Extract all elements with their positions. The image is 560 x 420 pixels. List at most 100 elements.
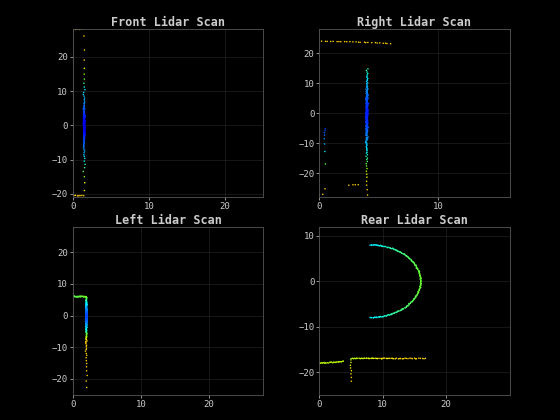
Point	[80, 127, 89, 134]
Point	[80, 120, 88, 127]
Point	[82, 315, 91, 321]
Point	[362, 118, 371, 125]
Point	[400, 251, 409, 257]
Point	[80, 294, 88, 300]
Point	[410, 295, 419, 302]
Point	[79, 123, 88, 130]
Point	[407, 355, 416, 362]
Point	[81, 131, 90, 138]
Point	[82, 314, 91, 321]
Point	[82, 310, 91, 317]
Point	[366, 242, 375, 249]
Point	[81, 302, 90, 309]
Point	[347, 378, 356, 385]
Point	[362, 105, 371, 112]
Point	[79, 120, 88, 126]
Point	[80, 120, 88, 126]
Point	[385, 355, 394, 362]
Point	[362, 121, 371, 128]
Point	[80, 125, 88, 132]
Point	[82, 302, 91, 309]
Point	[82, 311, 91, 318]
Point	[82, 320, 91, 327]
Point	[410, 261, 419, 268]
Point	[379, 313, 388, 320]
Point	[391, 246, 400, 253]
Point	[80, 109, 89, 116]
Point	[82, 313, 91, 320]
Point	[69, 293, 78, 299]
Point	[82, 327, 91, 333]
Point	[80, 129, 89, 136]
Point	[363, 85, 372, 92]
Point	[80, 125, 89, 132]
Point	[82, 315, 91, 322]
Point	[82, 315, 91, 321]
Point	[363, 121, 372, 127]
Point	[380, 313, 389, 320]
Point	[82, 338, 91, 344]
Point	[363, 186, 372, 193]
Point	[80, 122, 88, 129]
Point	[81, 311, 90, 318]
Point	[362, 110, 371, 116]
Point	[82, 320, 91, 326]
Point	[82, 312, 91, 319]
Point	[363, 102, 372, 108]
Point	[362, 107, 371, 114]
Point	[80, 121, 88, 127]
Point	[367, 355, 376, 362]
Point	[81, 118, 90, 125]
Point	[82, 307, 91, 314]
Point	[82, 311, 91, 318]
Point	[81, 321, 90, 328]
Point	[362, 113, 371, 120]
Point	[80, 126, 88, 132]
Point	[412, 293, 421, 299]
Point	[80, 121, 88, 128]
Point	[378, 313, 387, 320]
Point	[80, 126, 89, 133]
Point	[82, 311, 91, 318]
Point	[80, 113, 88, 120]
Point	[363, 90, 372, 97]
Point	[329, 38, 338, 45]
Point	[355, 355, 364, 362]
Point	[377, 314, 386, 320]
Point	[80, 117, 89, 124]
Point	[363, 108, 372, 114]
Point	[81, 301, 90, 308]
Point	[80, 116, 88, 122]
Point	[80, 119, 89, 126]
Point	[82, 327, 91, 334]
Point	[82, 320, 91, 326]
Point	[80, 112, 89, 118]
Point	[80, 125, 89, 132]
Point	[412, 265, 421, 272]
Point	[363, 114, 372, 121]
Point	[79, 120, 88, 127]
Point	[362, 129, 371, 136]
Point	[371, 355, 380, 362]
Point	[400, 304, 409, 311]
Point	[82, 309, 91, 316]
Point	[80, 123, 89, 130]
Point	[82, 307, 91, 314]
Point	[71, 294, 80, 300]
Point	[80, 126, 89, 133]
Point	[79, 122, 88, 129]
Point	[417, 278, 426, 285]
Point	[385, 312, 394, 318]
Point	[347, 357, 356, 363]
Point	[80, 119, 88, 126]
Point	[367, 242, 376, 249]
Point	[416, 355, 425, 362]
Point	[82, 299, 91, 306]
Point	[82, 318, 91, 325]
Point	[337, 38, 346, 45]
Point	[363, 102, 372, 108]
Point	[81, 313, 90, 320]
Point	[362, 114, 371, 121]
Point	[412, 264, 421, 270]
Point	[80, 129, 89, 136]
